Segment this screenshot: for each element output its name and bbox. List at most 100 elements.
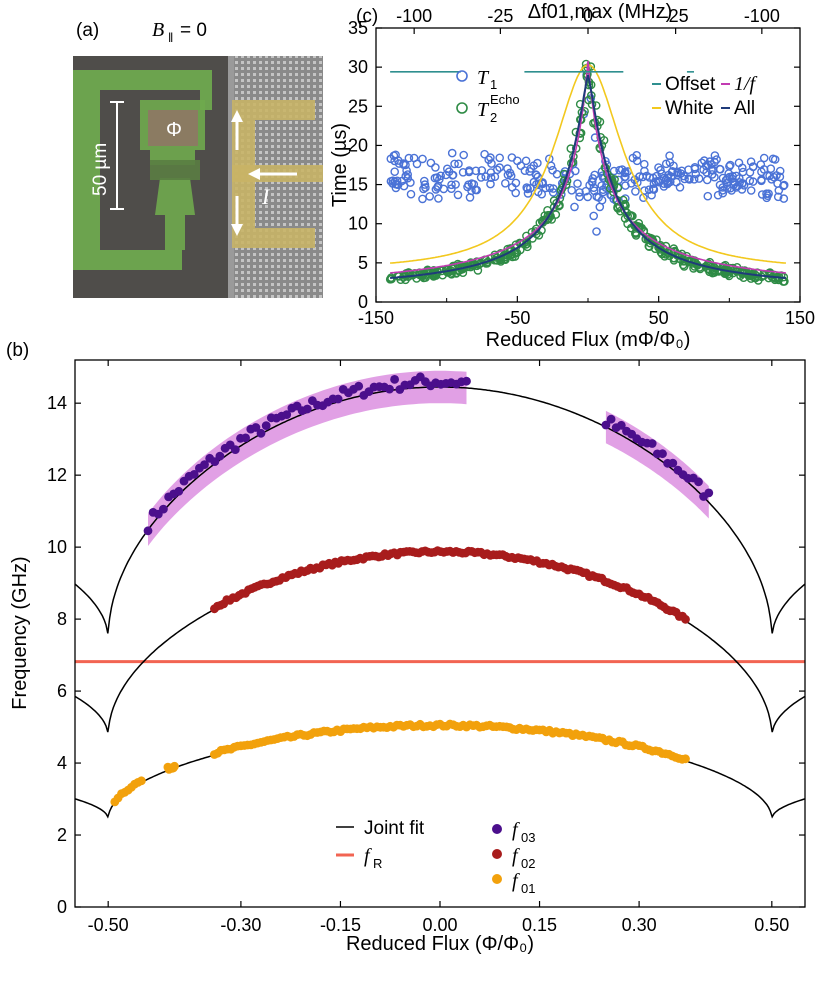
- panel-b-plot-area: [75, 370, 805, 819]
- t1-data-point: [486, 173, 496, 182]
- t1-data-point: [725, 172, 734, 182]
- t2-echo-data-point: [545, 210, 554, 220]
- f03-data-point: [215, 451, 225, 461]
- t1-data-point: [715, 164, 725, 174]
- c-ytick-label: 35: [348, 18, 368, 38]
- panel-c-ylabel: Time (µs): [329, 123, 351, 207]
- t2-echo-data-point: [534, 230, 544, 240]
- t1-data-point: [426, 158, 436, 168]
- b-ytick-label: 0: [57, 897, 67, 917]
- t1-data-point: [513, 156, 522, 166]
- t1-data-point: [668, 166, 677, 176]
- legend-oneoverf-label: 1/f: [734, 73, 758, 95]
- t1-data-point: [548, 188, 558, 197]
- legend-offset-label: Offset: [665, 74, 716, 95]
- t1-data-point: [768, 154, 778, 164]
- t2-echo-data-point: [547, 215, 557, 224]
- t1-data-point: [589, 211, 599, 221]
- t1-data-point: [726, 183, 735, 193]
- t1-data-point: [480, 149, 489, 159]
- t1-data-point: [406, 178, 415, 187]
- f03-data-point: [261, 421, 271, 430]
- c-top-tick-label: -25: [487, 6, 513, 26]
- b-ytick-label: 4: [57, 753, 67, 773]
- t1-data-point: [464, 166, 474, 175]
- panel-b-xlabel: Reduced Flux (Φ/Φ₀): [346, 933, 534, 955]
- t2-echo-data-point: [551, 210, 561, 219]
- t1-data-point: [418, 154, 427, 164]
- t1-data-point: [775, 166, 785, 176]
- panel-b-legend: Joint fit f R f 03 f 02 f 01: [336, 818, 535, 896]
- t1-data-point: [632, 156, 642, 166]
- b-xtick-label: -0.30: [220, 915, 261, 935]
- t1-data-point: [715, 180, 725, 190]
- b-ytick-label: 10: [47, 537, 67, 557]
- panel-c-legend: T 1 T 2 Echo Offset 1/f White All: [456, 67, 758, 125]
- t1-data-point: [631, 187, 640, 196]
- t1-data-point: [773, 192, 783, 202]
- c-ytick-label: 5: [358, 253, 368, 273]
- t1-data-point: [522, 183, 532, 192]
- f03-data-point: [143, 526, 153, 536]
- c-xtick-label: 150: [785, 308, 815, 328]
- t1-data-point: [598, 171, 607, 180]
- joint-fit-curve-f02: [75, 552, 805, 733]
- t1-data-point: [419, 176, 429, 186]
- t1-data-point: [718, 188, 728, 198]
- f03-data-point: [302, 404, 312, 414]
- t1-data-point: [420, 180, 430, 189]
- f03-data-point: [159, 504, 168, 514]
- legend-f01-subscript: 01: [521, 881, 535, 896]
- legend-f02-subscript: 02: [521, 856, 535, 871]
- t1-data-point: [406, 189, 416, 199]
- t1-data-point: [675, 182, 685, 192]
- f03-data-point: [385, 384, 394, 394]
- scale-bar-label: 50 µm: [90, 143, 111, 196]
- t1-data-point: [390, 167, 400, 176]
- t1-data-point: [702, 167, 711, 177]
- t1-data-point: [454, 159, 463, 169]
- f03-uncertainty-band-0: [148, 370, 467, 546]
- t2-echo-data-point: [475, 259, 485, 269]
- t1-data-point: [481, 172, 491, 181]
- t1-data-point: [435, 174, 444, 184]
- field-value: = 0: [180, 20, 207, 41]
- f03-data-point: [230, 445, 240, 454]
- panel-a-label: (a): [76, 20, 99, 41]
- t1-data-point: [425, 192, 435, 201]
- t1-data-point: [738, 167, 748, 177]
- t1-data-point: [507, 182, 517, 192]
- b-ytick-label: 8: [57, 609, 67, 629]
- legend-white-label: White: [665, 98, 714, 119]
- f03-data-point: [390, 375, 399, 384]
- t1-data-point: [764, 189, 773, 198]
- panel-c-top-xlabel: Δf01,max (MHz): [528, 1, 672, 23]
- legend-t2-marker: [456, 102, 468, 114]
- t1-data-point: [459, 150, 469, 160]
- b-ytick-label: 12: [47, 465, 67, 485]
- t1-data-point: [713, 190, 723, 200]
- legend-t1-label: T: [477, 67, 490, 89]
- t1-data-point: [759, 153, 769, 163]
- t1-data-point: [548, 165, 557, 175]
- panel-b: (b) -0.50 -0.30 -0.15 0.00 0.15 0.30 0.5002468…: [6, 340, 806, 955]
- t1-data-point: [638, 172, 648, 182]
- t1-data-point: [390, 156, 399, 166]
- legend-t2-subscript: 2: [490, 110, 497, 125]
- c-ytick-label: 25: [348, 96, 368, 116]
- t1-data-point: [644, 185, 654, 194]
- panel-a: (a) B ‖ = 0: [73, 19, 323, 298]
- t1-data-point: [640, 166, 649, 176]
- t1-data-point: [453, 190, 463, 200]
- field-subscript: ‖: [168, 30, 173, 45]
- t1-data-point: [710, 172, 719, 182]
- t2-echo-data-point: [581, 59, 591, 69]
- b-xtick-label: 0.50: [754, 915, 789, 935]
- t1-data-point: [570, 202, 579, 212]
- t1-data-point: [503, 164, 512, 173]
- legend-fR-subscript: R: [373, 856, 382, 871]
- t1-data-point: [575, 192, 584, 202]
- t1-data-point: [388, 179, 397, 188]
- b-ytick-label: 2: [57, 825, 67, 845]
